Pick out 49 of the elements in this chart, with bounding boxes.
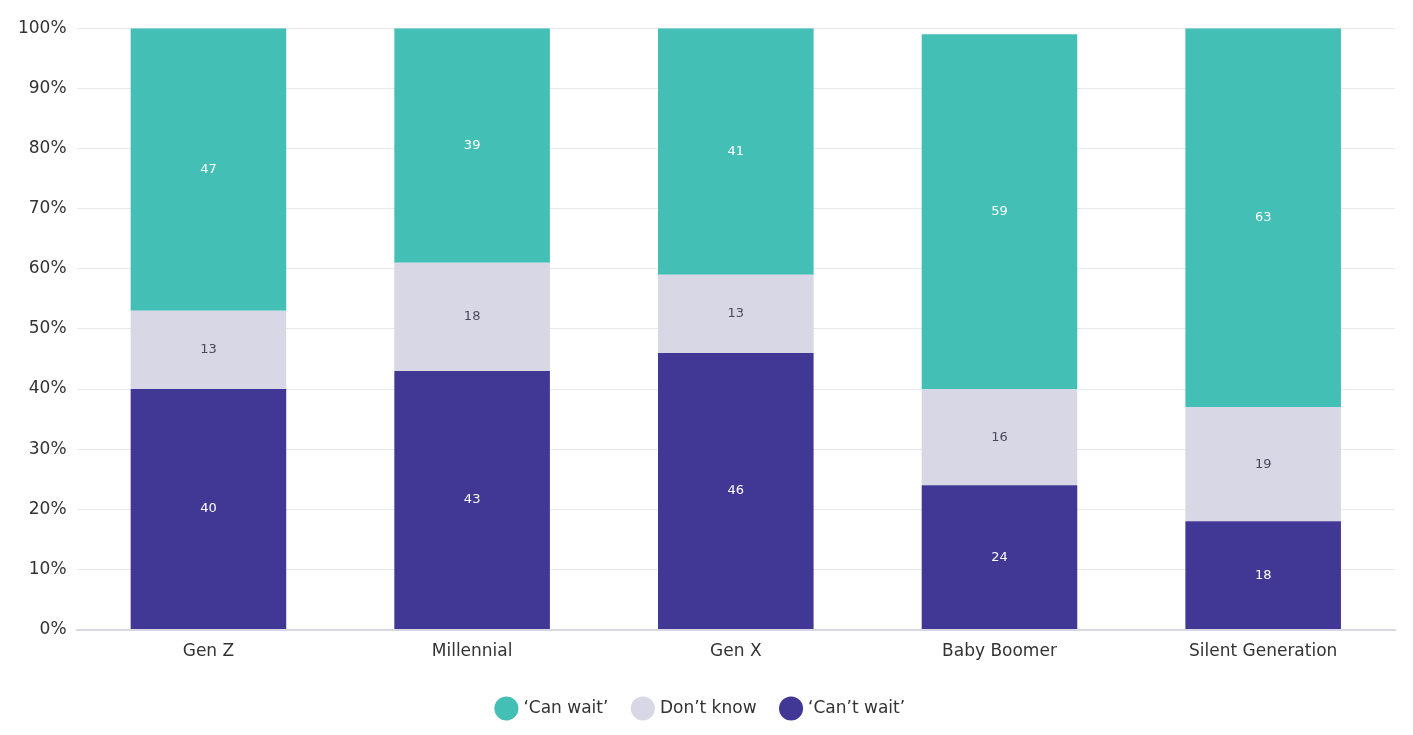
bar <box>1185 521 1341 630</box>
y-tick-label: 10% <box>28 557 67 578</box>
legend-label: ‘Can wait’ <box>523 696 609 717</box>
data-label: 13 <box>200 341 217 357</box>
y-tick-label: 90% <box>28 76 67 97</box>
bar <box>921 485 1078 630</box>
x-tick-label: Gen Z <box>182 640 235 661</box>
data-label: 59 <box>991 203 1008 218</box>
data-label: 46 <box>727 482 745 498</box>
legend-label: Don’t know <box>659 696 757 717</box>
bar <box>1185 28 1341 408</box>
data-label: 41 <box>727 142 745 158</box>
data-label: 24 <box>991 548 1008 564</box>
x-tick-label: Silent Generation <box>1188 640 1338 661</box>
data-label: 13 <box>727 305 745 321</box>
y-tick-label: 80% <box>28 136 67 157</box>
y-tick-label: 40% <box>28 377 67 398</box>
data-label: 16 <box>991 428 1008 444</box>
bar <box>658 274 814 353</box>
x-tick-label: Gen X <box>710 640 762 661</box>
bar <box>658 28 814 275</box>
data-label: 47 <box>200 160 217 176</box>
y-tick-label: 0% <box>39 618 67 639</box>
bar <box>1185 407 1341 522</box>
data-label: 40 <box>200 500 217 516</box>
bar <box>130 310 287 390</box>
bar <box>394 262 550 371</box>
x-tick-label: Millennial <box>431 640 513 661</box>
data-label: 18 <box>463 308 481 324</box>
data-label: 63 <box>1254 209 1272 225</box>
data-label: 39 <box>463 136 481 152</box>
data-label: 18 <box>1254 566 1272 582</box>
y-tick-label: 100% <box>17 16 67 37</box>
bar <box>394 28 550 263</box>
bar <box>130 28 287 311</box>
bar <box>658 352 814 630</box>
y-tick-label: 60% <box>28 257 67 278</box>
bar <box>921 389 1078 486</box>
data-label: 19 <box>1254 455 1272 471</box>
legend-label: ‘Can’t wait’ <box>808 696 906 717</box>
y-tick-label: 20% <box>28 497 67 518</box>
data-label: 43 <box>463 491 481 507</box>
y-tick-label: 70% <box>28 197 67 218</box>
bar <box>130 389 287 630</box>
x-tick-label: Baby Boomer <box>942 640 1057 661</box>
y-tick-label: 50% <box>28 317 67 338</box>
y-tick-label: 30% <box>28 437 67 458</box>
bar <box>394 371 550 630</box>
bar <box>921 34 1078 390</box>
